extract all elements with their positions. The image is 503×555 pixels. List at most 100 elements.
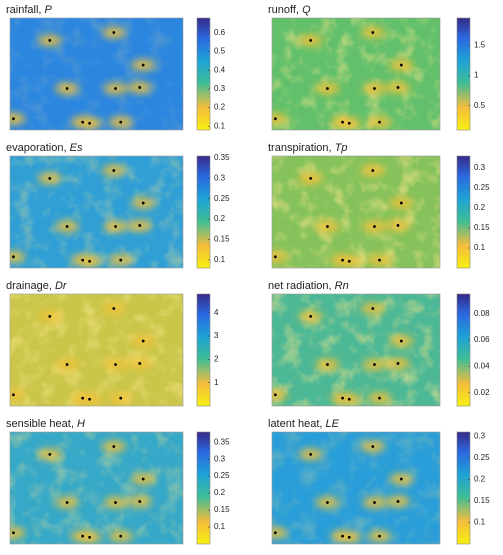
station bbox=[119, 396, 123, 400]
colorbar bbox=[196, 17, 211, 131]
station bbox=[12, 393, 15, 397]
station bbox=[119, 120, 123, 124]
station bbox=[114, 87, 117, 90]
station bbox=[112, 169, 116, 172]
station bbox=[138, 86, 142, 89]
station bbox=[81, 120, 85, 124]
colorbar-tick-label: 1 bbox=[474, 71, 479, 80]
colorbar-tick-label: 0.15 bbox=[474, 223, 490, 232]
colorbar-tick-label: 0.5 bbox=[214, 47, 226, 56]
station bbox=[112, 307, 116, 310]
station bbox=[141, 201, 145, 205]
station bbox=[48, 315, 52, 318]
panel: sensible heat, H 0.1 0.15 0.2 0.25 0.3 0.35 bbox=[6, 418, 230, 545]
title-text: rainfall, bbox=[6, 4, 41, 16]
station bbox=[119, 534, 123, 538]
station bbox=[138, 362, 142, 365]
panel-title: runoff, Q bbox=[268, 4, 311, 16]
station bbox=[378, 534, 381, 538]
station bbox=[48, 453, 52, 456]
map-texture bbox=[272, 156, 440, 268]
station-halo bbox=[10, 388, 26, 401]
panel-title: rainfall, P bbox=[6, 4, 53, 16]
station bbox=[12, 255, 15, 259]
map-frame bbox=[271, 293, 441, 407]
station bbox=[373, 363, 376, 366]
station bbox=[65, 225, 69, 228]
station bbox=[273, 393, 277, 397]
station bbox=[12, 531, 15, 535]
colorbar-tick-label: 0.08 bbox=[474, 309, 490, 318]
map-texture bbox=[10, 156, 183, 268]
colorbar bbox=[456, 155, 471, 269]
title-symbol: Tp bbox=[335, 142, 348, 154]
station bbox=[396, 224, 400, 227]
station bbox=[81, 534, 85, 538]
map-frame bbox=[271, 17, 441, 131]
title-symbol: H bbox=[77, 418, 85, 430]
map-field bbox=[272, 432, 440, 544]
colorbar-tick-label: 0.3 bbox=[474, 163, 486, 172]
colorbar-tick-label: 1 bbox=[214, 378, 219, 387]
map-frame bbox=[9, 293, 184, 407]
colorbar-tick-label: 0.5 bbox=[474, 101, 486, 110]
station bbox=[48, 177, 52, 180]
colorbar-tick-label: 1.5 bbox=[474, 40, 486, 49]
station bbox=[399, 339, 403, 343]
colorbar-tick-label: 0.02 bbox=[474, 388, 490, 397]
map-texture bbox=[10, 18, 183, 130]
title-symbol: Es bbox=[70, 142, 83, 154]
station-halo bbox=[272, 250, 288, 263]
station bbox=[326, 225, 329, 228]
title-text: runoff, bbox=[268, 4, 299, 16]
station-halo bbox=[272, 112, 288, 125]
panel: drainage, Dr 1 2 3 4 bbox=[6, 280, 219, 407]
colorbar-tick-label: 0.2 bbox=[474, 203, 486, 212]
map-texture bbox=[10, 294, 183, 406]
station bbox=[88, 121, 91, 125]
title-text: drainage, bbox=[6, 280, 52, 292]
title-text: transpiration, bbox=[268, 142, 332, 154]
station bbox=[371, 445, 375, 448]
panel: transpiration, Tp 0.1 0.15 0.2 0.25 0.3 bbox=[268, 142, 490, 269]
station bbox=[138, 224, 142, 227]
station bbox=[309, 39, 313, 42]
station bbox=[378, 258, 381, 262]
station bbox=[373, 87, 376, 90]
station bbox=[347, 535, 351, 539]
title-symbol: Q bbox=[302, 4, 311, 16]
station bbox=[399, 477, 403, 481]
map-field bbox=[272, 18, 440, 130]
station bbox=[114, 225, 117, 228]
station-halos bbox=[10, 440, 156, 544]
title-symbol: Rn bbox=[335, 280, 349, 292]
colorbar-tick-label: 0.15 bbox=[214, 505, 230, 514]
colorbar-tick-label: 0.6 bbox=[214, 28, 226, 37]
colorbar-tick-label: 0.25 bbox=[474, 183, 490, 192]
colorbar-tick-label: 0.1 bbox=[474, 243, 486, 252]
colorbar-tick-label: 0.1 bbox=[214, 121, 226, 130]
map-texture bbox=[272, 432, 440, 544]
station bbox=[341, 258, 344, 262]
colorbar bbox=[456, 293, 471, 407]
station bbox=[396, 86, 400, 89]
map-frame bbox=[9, 17, 184, 131]
colorbar-tick-label: 2 bbox=[214, 354, 219, 363]
map-frame bbox=[271, 155, 441, 269]
colorbar-tick-label: 0.25 bbox=[474, 453, 490, 462]
station bbox=[378, 396, 381, 400]
station bbox=[48, 39, 52, 42]
map-frame bbox=[9, 155, 184, 269]
station bbox=[326, 87, 329, 90]
title-text: latent heat, bbox=[268, 418, 322, 430]
station bbox=[347, 397, 351, 401]
colorbar-tick-label: 0.25 bbox=[214, 471, 230, 480]
colorbar-tick-label: 0.2 bbox=[214, 214, 226, 223]
colorbar-tick-label: 0.2 bbox=[214, 488, 226, 497]
station bbox=[341, 534, 344, 538]
station bbox=[112, 445, 116, 448]
colorbar-tick-label: 0.3 bbox=[214, 84, 226, 93]
station bbox=[309, 177, 313, 180]
station bbox=[273, 117, 277, 121]
station bbox=[373, 501, 376, 504]
